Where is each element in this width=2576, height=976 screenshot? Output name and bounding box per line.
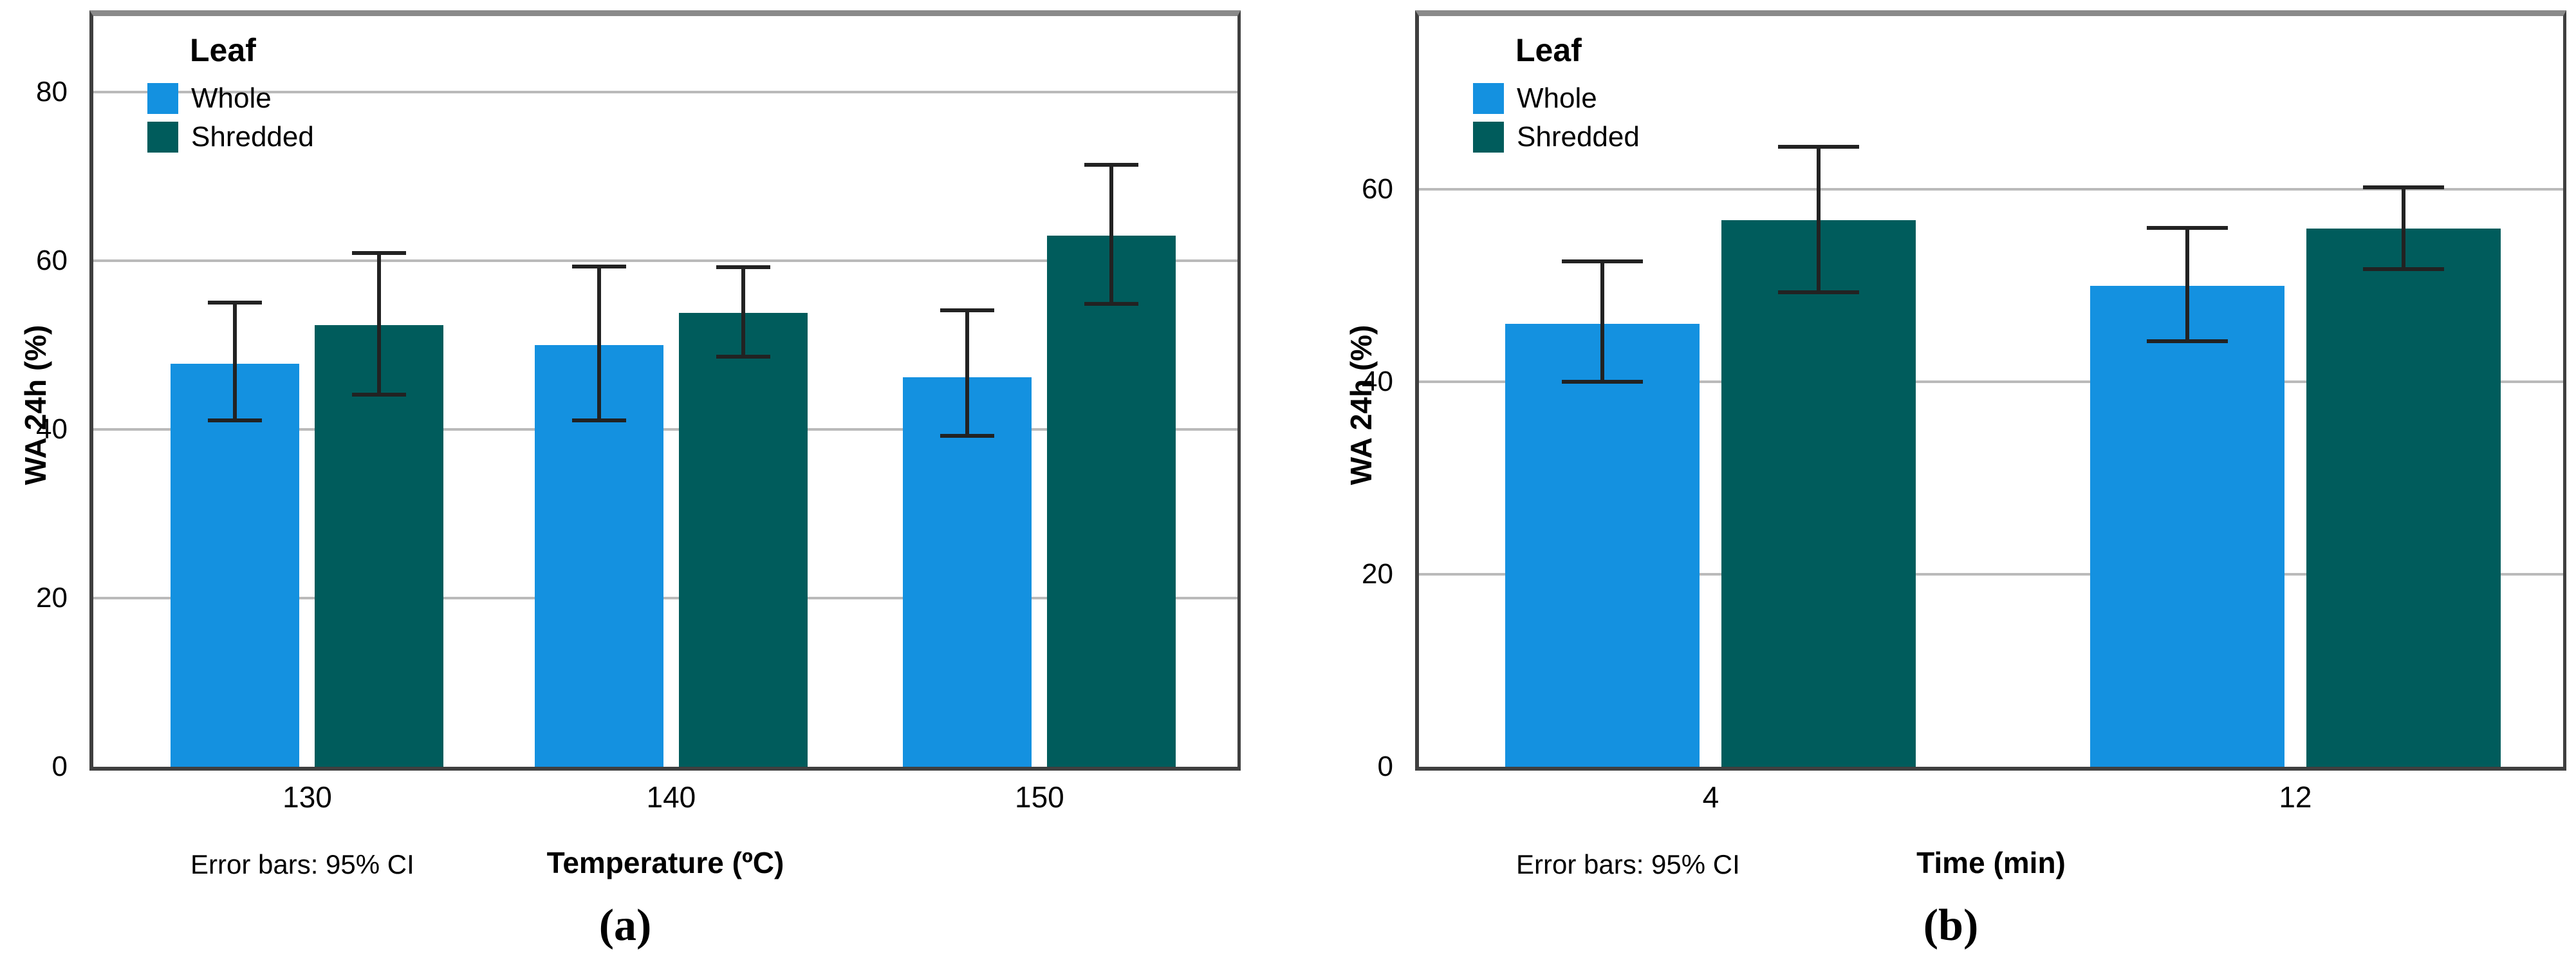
y-tick-label-0: 0	[51, 751, 68, 782]
legend-item-shredded: Shredded	[1473, 122, 1640, 153]
panel-caption-a: (a)	[598, 901, 652, 950]
bar-shredded-4	[1721, 220, 1916, 767]
legend: Leaf Whole Shredded	[1473, 32, 1640, 160]
error-cap-bottom-shredded-4	[1778, 290, 1860, 295]
plot-area-b: 0 20 40 60 4 12 Leaf Whole Shredded	[1362, 10, 2566, 814]
gridline-y60	[93, 259, 1237, 262]
gridline-y80	[93, 90, 1237, 93]
x-tick-label-12: 12	[2279, 780, 2312, 814]
error-cap-bottom-whole-130	[208, 418, 263, 422]
gridline-y40	[93, 427, 1237, 431]
x-tick-label-140: 140	[646, 780, 696, 814]
error-bar-whole-12	[2185, 227, 2189, 342]
y-tick-label-40: 40	[36, 413, 68, 445]
gridline-y20	[1419, 573, 2563, 576]
error-cap-top-shredded-4	[1778, 145, 1860, 149]
gridline-y40	[1419, 380, 2563, 384]
legend-label-whole: Whole	[191, 82, 272, 114]
legend-title: Leaf	[1515, 32, 1582, 68]
y-axis-title-b: WA 24h (%)	[1344, 324, 1378, 485]
bar-shredded-140	[678, 313, 808, 767]
error-cap-bottom-shredded-130	[352, 393, 407, 397]
gridline-y60	[1419, 188, 2563, 191]
error-cap-top-whole-150	[940, 308, 995, 313]
error-cap-top-whole-4	[1562, 259, 1644, 264]
y-tick-label-80: 80	[36, 75, 68, 108]
y-axis-title-a: WA 24h (%)	[19, 324, 52, 485]
error-bar-whole-130	[233, 303, 237, 420]
x-axis-title-a: Temperature (ºC)	[546, 846, 784, 879]
legend-title: Leaf	[190, 32, 256, 68]
x-tick-label-150: 150	[1015, 780, 1064, 814]
gridline-y20	[93, 596, 1237, 599]
y-tick-label-20: 20	[1362, 558, 1393, 590]
error-cap-top-shredded-130	[352, 251, 407, 256]
error-cap-top-whole-130	[208, 301, 263, 305]
error-bar-shredded-12	[2401, 187, 2405, 270]
bar-shredded-130	[315, 324, 444, 767]
error-bar-whole-4	[1600, 261, 1605, 382]
legend-label-shredded: Shredded	[191, 121, 314, 153]
error-bar-whole-150	[965, 310, 970, 436]
error-cap-bottom-shredded-12	[2362, 267, 2444, 272]
x-axis-title-b: Time (min)	[1916, 846, 2066, 879]
y-tick-label-0: 0	[1377, 751, 1393, 782]
legend-swatch-whole-icon	[147, 83, 178, 114]
bar-shredded-12	[2306, 229, 2501, 767]
legend-swatch-whole-icon	[1473, 83, 1504, 114]
panel-caption-b: (b)	[1923, 901, 1979, 950]
error-bar-shredded-130	[377, 253, 382, 395]
x-tick-label-130: 130	[283, 780, 332, 814]
error-bar-shredded-150	[1109, 164, 1114, 304]
error-cap-top-shredded-150	[1084, 162, 1139, 167]
y-tick-label-60: 60	[1362, 173, 1393, 205]
y-tick-label-20: 20	[36, 581, 68, 614]
error-cap-bottom-whole-4	[1562, 380, 1644, 384]
bar-whole-4	[1505, 324, 1700, 767]
error-cap-top-whole-140	[571, 265, 626, 269]
chart-panel-b: WA 24h (%) 0 20 40 60 4 12 Leaf Whole Shredded E…	[1326, 0, 2576, 976]
legend-swatch-shredded-icon	[147, 122, 178, 153]
plot-area-a: 0 20 40 60 80 130 140 150 Leaf Whole Shredded	[36, 10, 1241, 814]
error-cap-top-shredded-140	[716, 265, 770, 270]
legend-item-whole: Whole	[147, 83, 314, 114]
error-cap-top-whole-12	[2146, 225, 2228, 230]
bar-whole-130	[171, 363, 300, 767]
chart-panel-a: WA 24h (%) 0 20 40 60 80 130 140 150 Leaf Whole Sh…	[0, 0, 1250, 976]
y-tick-label-60: 60	[36, 244, 68, 276]
error-bars-note-a: Error bars: 95% CI	[190, 849, 414, 879]
legend-item-whole: Whole	[1473, 83, 1640, 114]
legend-label-shredded: Shredded	[1517, 121, 1640, 153]
x-tick-label-4: 4	[1702, 780, 1719, 814]
legend-item-shredded: Shredded	[147, 122, 314, 153]
error-bar-shredded-140	[741, 267, 745, 357]
error-bars-note-b: Error bars: 95% CI	[1516, 849, 1740, 879]
error-bar-shredded-4	[1817, 147, 1821, 293]
error-cap-bottom-whole-140	[571, 418, 626, 422]
error-bar-whole-140	[597, 267, 601, 420]
error-cap-bottom-shredded-150	[1084, 301, 1139, 306]
legend-label-whole: Whole	[1517, 82, 1597, 114]
bar-whole-150	[903, 377, 1032, 767]
error-cap-bottom-whole-150	[940, 434, 995, 438]
error-cap-bottom-shredded-140	[716, 355, 770, 359]
bar-whole-12	[2090, 285, 2284, 767]
y-tick-label-40: 40	[1362, 366, 1393, 398]
error-cap-top-shredded-12	[2362, 185, 2444, 190]
bar-shredded-150	[1047, 235, 1176, 767]
legend: Leaf Whole Shredded	[147, 32, 314, 160]
error-cap-bottom-whole-12	[2146, 339, 2228, 344]
legend-swatch-shredded-icon	[1473, 122, 1504, 153]
